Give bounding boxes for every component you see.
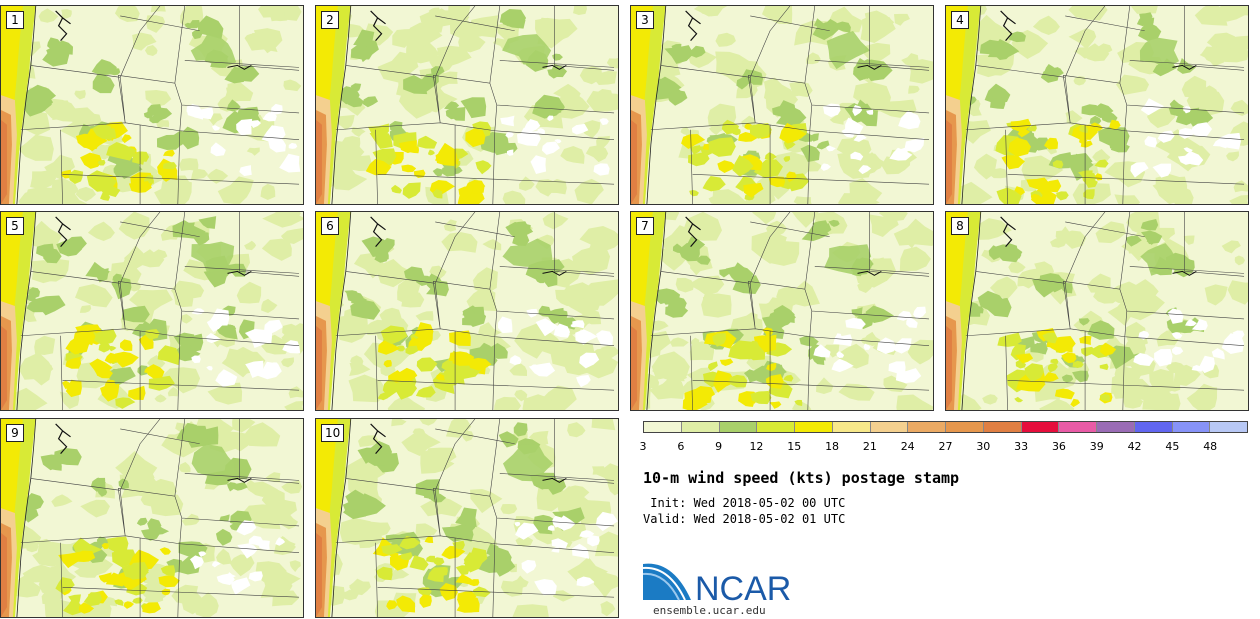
colorbar-segment — [1021, 422, 1060, 432]
colorbar-tick-label: 9 — [715, 440, 723, 453]
colorbar-segment — [1172, 422, 1211, 432]
valid-time: Valid: Wed 2018-05-02 01 UTC — [643, 512, 846, 526]
colorbar-tick-label: 24 — [900, 440, 915, 453]
colorbar-segment — [946, 422, 984, 432]
colorbar — [643, 421, 1248, 433]
map-title: 10-m wind speed (kts) postage stamp — [643, 469, 960, 487]
colorbar-tick-label: 36 — [1051, 440, 1066, 453]
panel-number: 3 — [636, 11, 654, 29]
colorbar-tick-label: 12 — [749, 440, 764, 453]
panel-number: 7 — [636, 217, 654, 235]
colorbar-tick-label: 48 — [1203, 440, 1218, 453]
map-panel: 10 — [315, 418, 619, 618]
colorbar-segment — [908, 422, 946, 432]
panel-number: 4 — [951, 11, 969, 29]
colorbar-segment — [1134, 422, 1173, 432]
colorbar-tick-label: 45 — [1165, 440, 1180, 453]
panel-number: 5 — [6, 217, 24, 235]
colorbar-tick-label: 42 — [1127, 440, 1142, 453]
map-panel: 1 — [0, 5, 304, 205]
logo-url: ensemble.ucar.edu — [653, 604, 766, 617]
map-panel: 3 — [630, 5, 934, 205]
map-panel: 4 — [945, 5, 1249, 205]
map-panel: 9 — [0, 418, 304, 618]
colorbar-segment — [719, 422, 758, 432]
logo-text: NCAR — [695, 570, 791, 604]
colorbar-tick-label: 33 — [1014, 440, 1029, 453]
colorbar-tick-label: 3 — [639, 440, 647, 453]
panel-number: 2 — [321, 11, 339, 29]
colorbar-segment — [644, 422, 682, 432]
colorbar-segment — [795, 422, 833, 432]
map-panel: 5 — [0, 211, 304, 411]
colorbar-tick-label: 6 — [677, 440, 685, 453]
init-time: Init: Wed 2018-05-02 00 UTC — [643, 496, 846, 510]
colorbar-tick-labels: 3 6 9 12 15 18 21 24 27 30 33 36 39 42 45 48 — [639, 440, 1248, 454]
colorbar-segment — [870, 422, 909, 432]
panel-number: 9 — [6, 424, 24, 442]
panel-number: 1 — [6, 11, 24, 29]
map-panel: 7 — [630, 211, 934, 411]
colorbar-segment — [1210, 422, 1247, 432]
colorbar-segment — [832, 422, 871, 432]
ncar-logo: NCAR — [643, 563, 791, 604]
colorbar-segment — [681, 422, 720, 432]
colorbar-segment — [1059, 422, 1097, 432]
map-panel: 6 — [315, 211, 619, 411]
panel-number: 8 — [951, 217, 969, 235]
colorbar-tick-label: 18 — [825, 440, 840, 453]
colorbar-tick-label: 27 — [938, 440, 953, 453]
colorbar-segment — [757, 422, 795, 432]
panel-number: 10 — [321, 424, 345, 442]
colorbar-tick-label: 39 — [1089, 440, 1104, 453]
colorbar-segment — [983, 422, 1022, 432]
colorbar-tick-label: 21 — [862, 440, 877, 453]
panel-number: 6 — [321, 217, 339, 235]
colorbar-segment — [1097, 422, 1135, 432]
map-panel: 2 — [315, 5, 619, 205]
colorbar-tick-label: 15 — [787, 440, 802, 453]
map-panel: 8 — [945, 211, 1249, 411]
colorbar-tick-label: 30 — [976, 440, 991, 453]
